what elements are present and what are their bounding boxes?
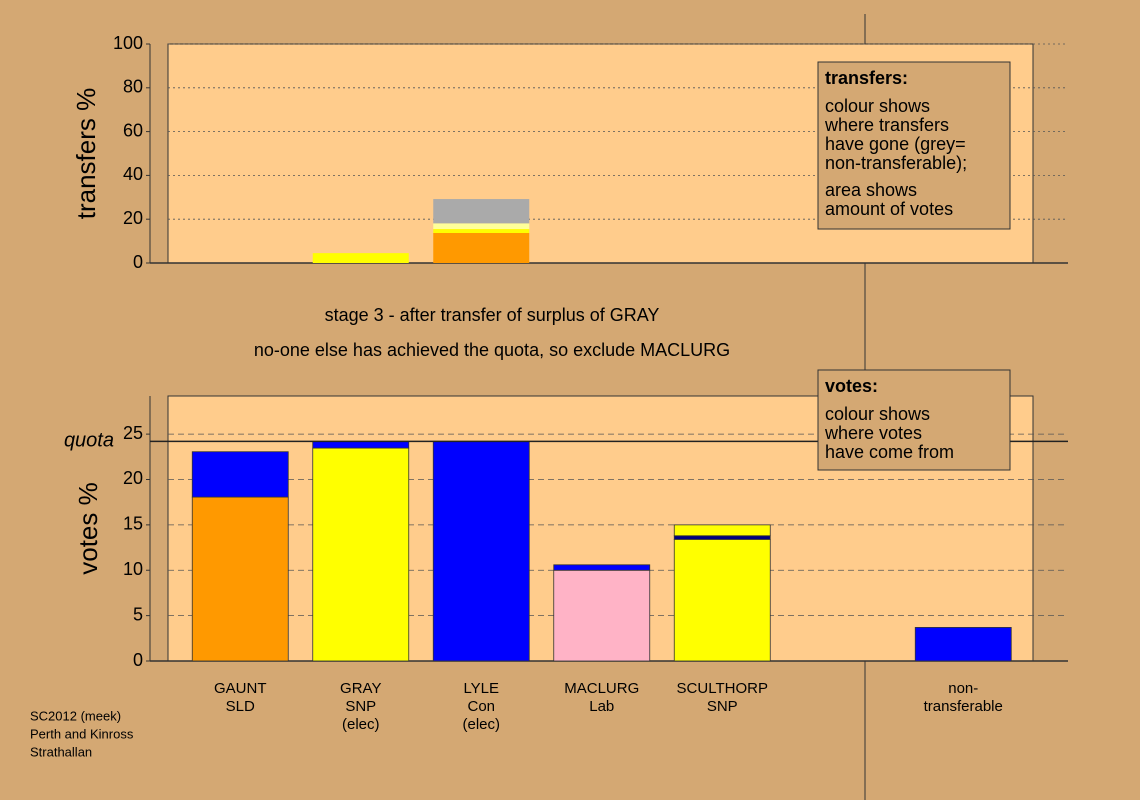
- annotation-box: [817, 369, 1011, 471]
- y-tick-label: 80: [123, 77, 143, 97]
- bar-segment: [433, 223, 530, 230]
- bar-segment: [553, 569, 651, 662]
- x-tick-label: GRAY: [340, 680, 381, 697]
- x-tick-label: SNP: [707, 698, 738, 715]
- y-tick-label: 10: [123, 559, 143, 579]
- x-tick-label: (elec): [462, 716, 500, 733]
- annotation-line: where votes: [824, 423, 922, 443]
- x-tick-label: transferable: [924, 698, 1003, 715]
- y-tick-label: 40: [123, 164, 143, 184]
- annotation-line: where transfers: [824, 115, 949, 135]
- bar-segment: [673, 538, 771, 662]
- x-tick-label: SLD: [226, 698, 255, 715]
- y-axis-label: transfers %: [71, 88, 101, 220]
- bar-segment: [312, 447, 410, 662]
- x-tick-label: SCULTHORP: [677, 680, 768, 697]
- annotation-line: colour shows: [825, 404, 930, 424]
- annotation-line: have come from: [825, 442, 954, 462]
- bar-segment: [432, 440, 530, 662]
- y-tick-label: 20: [123, 208, 143, 228]
- bar-segment: [191, 451, 289, 498]
- stage-text: stage 3 - after transfer of surplus of G…: [325, 305, 660, 325]
- y-tick-label: 20: [123, 468, 143, 488]
- annotation-box: [817, 61, 1011, 230]
- y-tick-label: 100: [113, 33, 143, 53]
- x-tick-label: Con: [467, 698, 495, 715]
- bar-segment: [433, 229, 530, 233]
- annotation-line: non-transferable);: [825, 153, 967, 173]
- annotation-line: area shows: [825, 180, 917, 200]
- x-tick-label: Lab: [589, 698, 614, 715]
- y-axis-label: votes %: [73, 482, 103, 575]
- x-tick-label: non-: [948, 680, 978, 697]
- bar-segment: [433, 199, 530, 224]
- annotation-title: transfers:: [825, 68, 908, 88]
- bar-segment: [433, 232, 530, 263]
- note-text: no-one else has achieved the quota, so e…: [254, 340, 730, 360]
- footer-line: SC2012 (meek): [30, 708, 121, 723]
- bar-segment: [191, 496, 289, 662]
- bar-segment: [914, 627, 1012, 662]
- y-tick-label: 5: [133, 604, 143, 624]
- annotation-title: votes:: [825, 376, 878, 396]
- footer-line: Perth and Kinross: [30, 726, 134, 741]
- bar-segment: [312, 440, 410, 449]
- bar-segment: [553, 564, 651, 571]
- bar-segment: [312, 253, 409, 263]
- bar-segment: [673, 535, 771, 540]
- annotation-line: colour shows: [825, 96, 930, 116]
- x-tick-label: GAUNT: [214, 680, 267, 697]
- y-tick-label: 60: [123, 120, 143, 140]
- bar-segment: [673, 524, 771, 537]
- y-tick-label: 15: [123, 514, 143, 534]
- y-tick-label: 25: [123, 423, 143, 443]
- y-tick-label: 0: [133, 252, 143, 272]
- x-tick-label: MACLURG: [564, 680, 639, 697]
- annotation-line: have gone (grey=: [825, 134, 966, 154]
- y-tick-label: 0: [133, 650, 143, 670]
- x-tick-label: (elec): [342, 716, 380, 733]
- annotation-line: amount of votes: [825, 199, 953, 219]
- footer-line: Strathallan: [30, 744, 92, 759]
- x-tick-label: SNP: [345, 698, 376, 715]
- x-tick-label: LYLE: [463, 680, 499, 697]
- quota-label: quota: [64, 430, 114, 452]
